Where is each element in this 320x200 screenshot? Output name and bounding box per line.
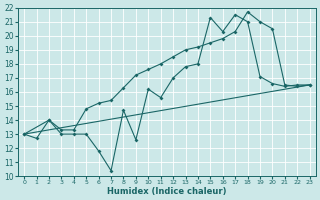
X-axis label: Humidex (Indice chaleur): Humidex (Indice chaleur) [107, 187, 227, 196]
